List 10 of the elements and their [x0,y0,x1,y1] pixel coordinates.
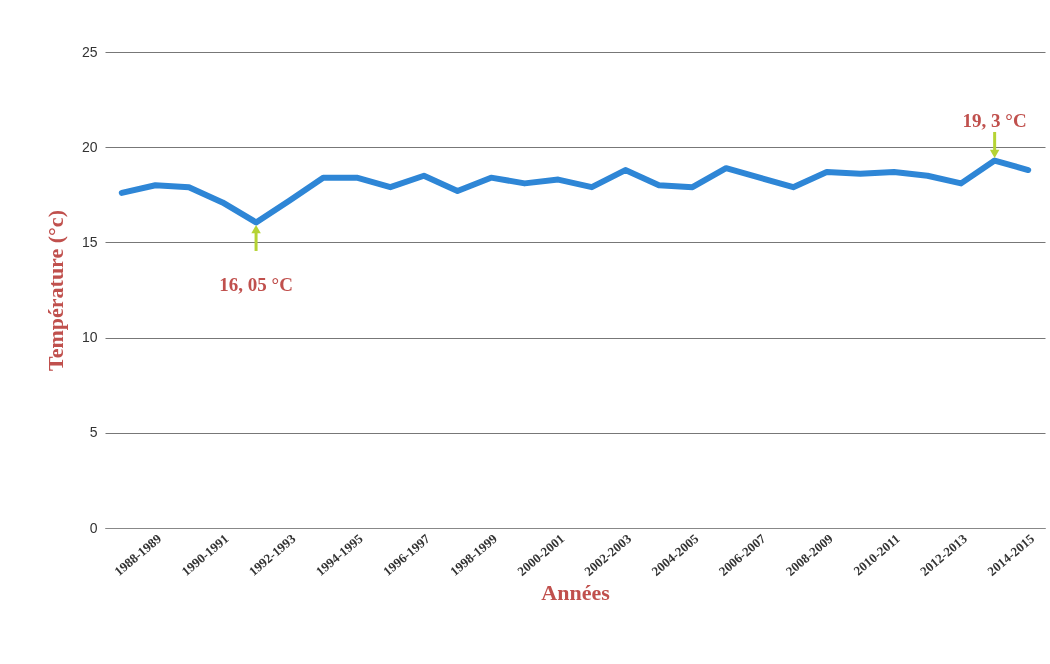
y-axis-title: Température (°c) [42,210,68,371]
y-tick-label: 5 [89,424,98,441]
y-tick-label: 20 [81,138,98,155]
annotation: 16, 05 °C [219,274,293,296]
annotation: 19, 3 °C [962,109,1027,131]
x-axis-title: Années [541,579,611,605]
y-tick-label: 25 [81,43,98,60]
y-tick-label: 10 [81,329,98,346]
y-tick-label: 0 [89,519,98,536]
y-tick-label: 15 [81,233,98,250]
